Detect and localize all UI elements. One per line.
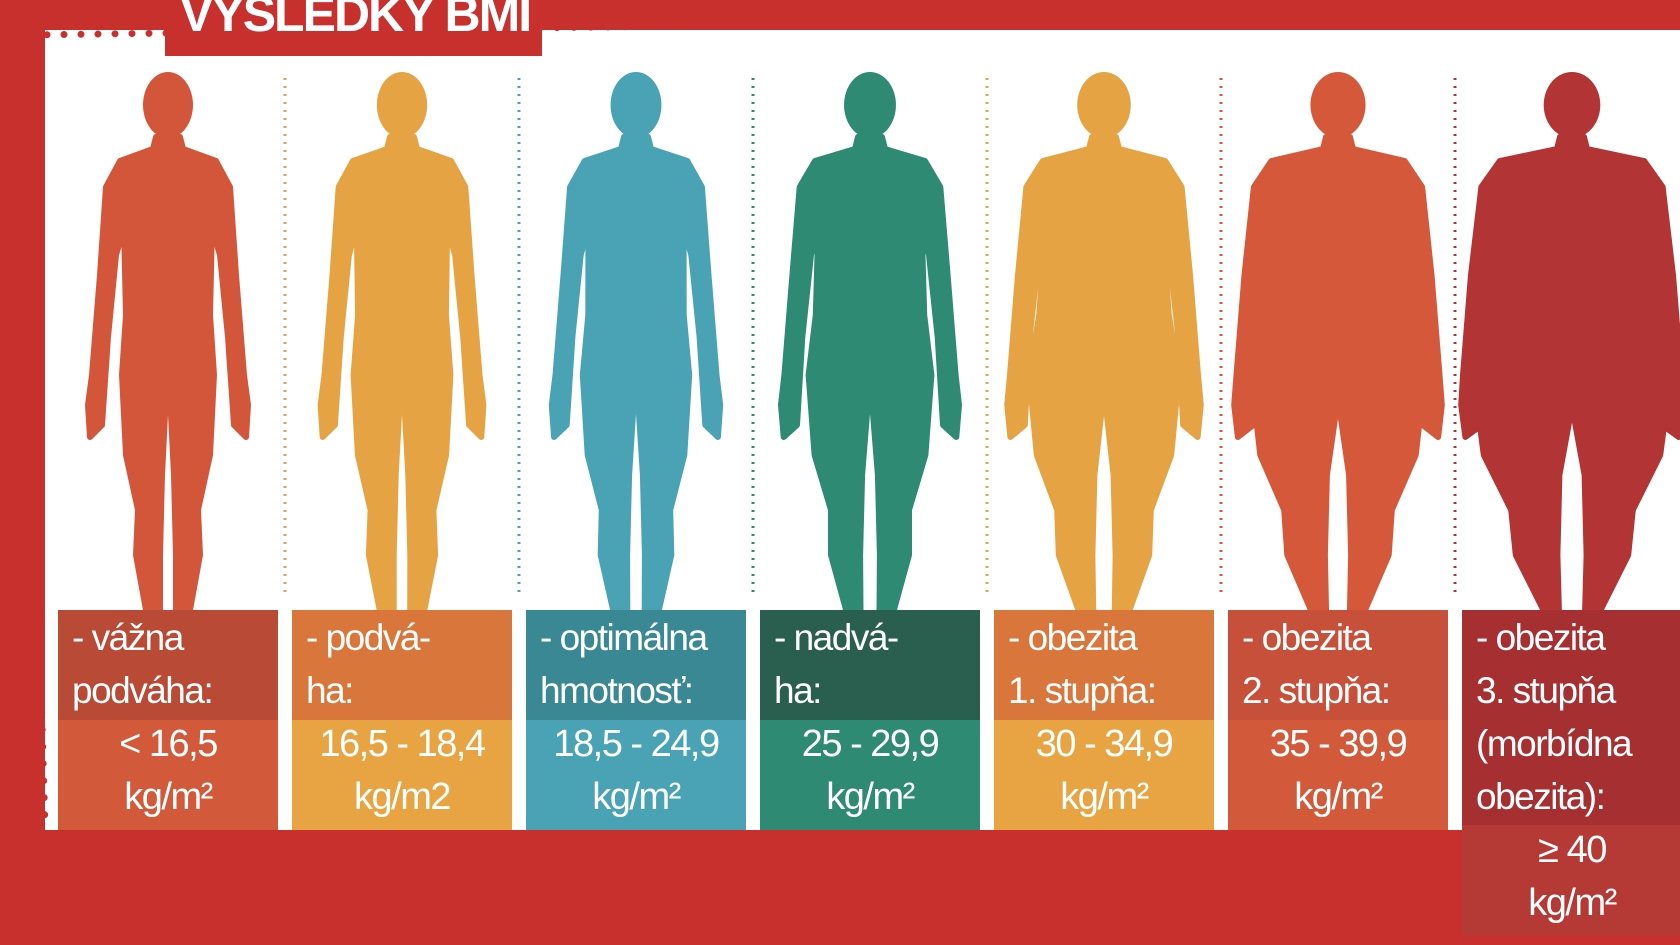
category-label: obezita): bbox=[1476, 776, 1604, 817]
bmi-range: kg/m² bbox=[1528, 882, 1616, 924]
category-label: (morbídna bbox=[1476, 723, 1633, 764]
figure-head bbox=[376, 72, 428, 138]
label-box bbox=[994, 610, 1214, 720]
bmi-range: kg/m2 bbox=[354, 776, 450, 818]
figure-body bbox=[1004, 134, 1204, 640]
bmi-range: kg/m² bbox=[826, 776, 914, 818]
range-box bbox=[58, 720, 278, 830]
bmi-range: 30 - 34,9 bbox=[1036, 723, 1173, 765]
title-box bbox=[165, 0, 542, 56]
figure-head bbox=[610, 72, 662, 138]
figure-body bbox=[317, 134, 487, 640]
figure-body bbox=[1458, 134, 1680, 640]
bmi-range: 16,5 - 18,4 bbox=[319, 723, 486, 765]
range-box bbox=[292, 720, 512, 830]
range-box bbox=[526, 720, 746, 830]
category-label: ha: bbox=[306, 670, 353, 711]
category-label: - obezita bbox=[1476, 617, 1606, 658]
category-label: - obezita bbox=[1242, 617, 1372, 658]
columns: - vážna podváha: < 16,5 kg/m² - podvá-ha: 16,… bbox=[58, 72, 1680, 935]
figure-body bbox=[548, 134, 724, 640]
figure-body bbox=[85, 134, 251, 640]
category-label: 3. stupňa bbox=[1476, 670, 1617, 711]
label-box bbox=[760, 610, 980, 720]
bmi-range: < 16,5 bbox=[119, 723, 217, 765]
bmi-range: ≥ 40 bbox=[1538, 829, 1606, 871]
category-label: - nadvá- bbox=[774, 617, 898, 658]
figure-head bbox=[844, 72, 896, 138]
dotted-border-left bbox=[18, 46, 49, 829]
label-box bbox=[292, 610, 512, 720]
range-box bbox=[1462, 825, 1680, 935]
range-box bbox=[1228, 720, 1448, 830]
bmi-range: kg/m² bbox=[592, 776, 680, 818]
category-label: - optimálna bbox=[540, 617, 708, 658]
category-label: 2. stupňa: bbox=[1242, 670, 1390, 711]
range-box bbox=[994, 720, 1214, 830]
bmi-range: 18,5 - 24,9 bbox=[553, 723, 719, 765]
figure-head bbox=[143, 72, 193, 138]
label-box bbox=[58, 610, 278, 720]
label-box bbox=[1462, 610, 1680, 825]
figure-head bbox=[1310, 72, 1366, 138]
category-label: ha: bbox=[774, 670, 821, 711]
label-box bbox=[526, 610, 746, 720]
label-box bbox=[1228, 610, 1448, 720]
bmi-range: kg/m² bbox=[1060, 776, 1148, 818]
category-label: hmotnosť: bbox=[540, 670, 693, 711]
figure-body bbox=[1231, 134, 1445, 640]
category-label: - obezita bbox=[1008, 617, 1138, 658]
figure-head bbox=[1543, 72, 1601, 138]
figure-body bbox=[778, 134, 962, 640]
category-label: - podvá- bbox=[306, 617, 430, 658]
bmi-range: kg/m² bbox=[124, 776, 212, 818]
bmi-range: 35 - 39,9 bbox=[1270, 723, 1407, 765]
category-label: 1. stupňa: bbox=[1008, 670, 1156, 711]
title: VÝSLEDKY BMI bbox=[180, 0, 530, 42]
bmi-range: kg/m² bbox=[1294, 776, 1382, 818]
figure-head bbox=[1077, 72, 1131, 138]
category-label: podváha: bbox=[72, 670, 212, 711]
category-label: - vážna bbox=[72, 617, 185, 658]
range-box bbox=[760, 720, 980, 830]
bmi-range: 25 - 29,9 bbox=[802, 723, 939, 765]
